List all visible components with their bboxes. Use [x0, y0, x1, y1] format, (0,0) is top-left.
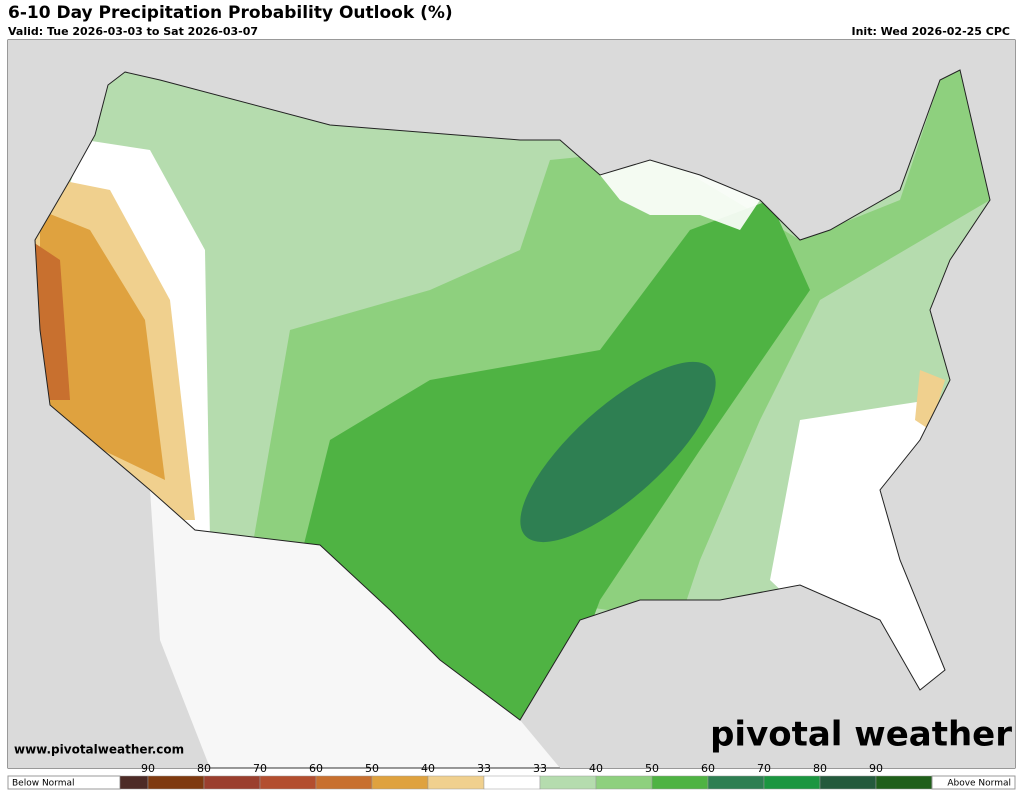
- legend-swatch: [707, 775, 765, 790]
- legend-tick-label: 90: [869, 762, 883, 775]
- legend-swatch: [427, 775, 485, 790]
- legend-swatch: [875, 775, 933, 790]
- legend-swatch: [147, 775, 205, 790]
- legend-tick-label: 40: [421, 762, 435, 775]
- legend-swatch: [595, 775, 653, 790]
- legend-tick-label: 33: [533, 762, 547, 775]
- legend-swatch: [539, 775, 597, 790]
- legend-swatch: [371, 775, 429, 790]
- great-lakes: [600, 160, 760, 230]
- legend-swatch: [259, 775, 317, 790]
- legend-tick-label: 60: [701, 762, 715, 775]
- legend: Below Normal Above Normal 90 80 70 60 50 40 33 33…: [7, 762, 1016, 790]
- legend-swatch: [119, 775, 149, 790]
- legend-above-box: [931, 775, 1016, 790]
- land: [560, 600, 860, 768]
- us-border: [34, 69, 991, 721]
- legend-tick-label: 40: [589, 762, 603, 775]
- title: 6-10 Day Precipitation Probability Outlo…: [8, 3, 453, 23]
- legend-tick-label: 60: [309, 762, 323, 775]
- legend-tick-label: 50: [365, 762, 379, 775]
- legend-swatch: [483, 775, 541, 790]
- legend-tick-label: 33: [477, 762, 491, 775]
- legend-tick-label: 50: [645, 762, 659, 775]
- area-60-70: [520, 361, 716, 543]
- website: www.pivotalweather.com: [14, 743, 184, 757]
- valid-time: Valid: Tue 2026-03-03 to Sat 2026-03-07: [8, 25, 258, 38]
- area-below-33: [915, 370, 945, 430]
- legend-tick-label: 80: [813, 762, 827, 775]
- legend-swatch: [763, 775, 821, 790]
- land: [125, 40, 1015, 240]
- legend-tick-label: 70: [757, 762, 771, 775]
- legend-above-label: Above Normal: [947, 779, 1011, 789]
- legend-swatch: [651, 775, 709, 790]
- init-time: Init: Wed 2026-02-25 CPC: [852, 25, 1011, 38]
- logo: pivotal weather: [710, 715, 1012, 755]
- area-below-40: [40, 210, 165, 480]
- legend-tick-label: 80: [197, 762, 211, 775]
- legend-tick-label: 70: [253, 762, 267, 775]
- legend-swatch: [203, 775, 261, 790]
- legend-tick-label: 90: [141, 762, 155, 775]
- legend-swatch: [315, 775, 373, 790]
- legend-swatch: [819, 775, 877, 790]
- map: [7, 39, 1016, 769]
- legend-below-label: Below Normal: [12, 779, 75, 789]
